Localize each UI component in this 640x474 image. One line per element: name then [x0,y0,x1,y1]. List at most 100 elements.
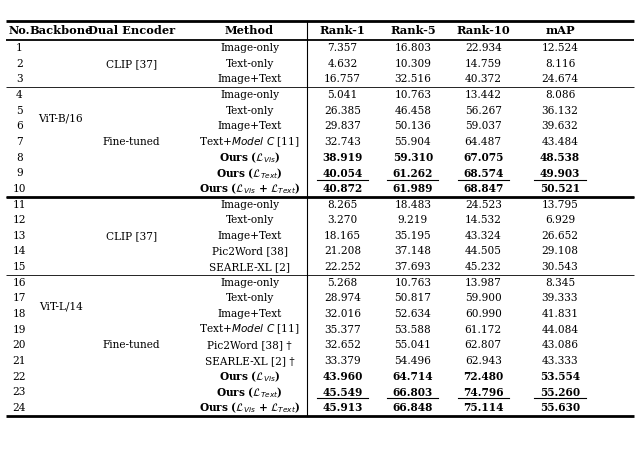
Text: Image-only: Image-only [220,90,279,100]
Text: CLIP [37]: CLIP [37] [106,59,157,69]
Text: 40.054: 40.054 [323,168,362,179]
Text: ViT-L/14: ViT-L/14 [39,301,83,311]
Text: 55.630: 55.630 [540,402,580,413]
Text: 16.803: 16.803 [394,43,431,53]
Text: 61.172: 61.172 [465,325,502,335]
Text: 46.458: 46.458 [394,106,431,116]
Text: 54.496: 54.496 [394,356,431,366]
Text: 60.990: 60.990 [465,309,502,319]
Text: 66.848: 66.848 [392,402,433,413]
Text: 26.652: 26.652 [541,231,579,241]
Text: 18: 18 [12,309,26,319]
Text: Dual Encoder: Dual Encoder [88,25,175,36]
Text: 36.132: 36.132 [541,106,579,116]
Text: Backbone: Backbone [29,25,93,36]
Text: Text-only: Text-only [225,215,274,225]
Text: 7.357: 7.357 [327,43,358,53]
Text: 55.904: 55.904 [394,137,431,147]
Text: 52.634: 52.634 [394,309,431,319]
Text: 43.484: 43.484 [541,137,579,147]
Text: 3: 3 [16,74,22,84]
Text: 32.516: 32.516 [394,74,431,84]
Text: 8.116: 8.116 [545,59,575,69]
Text: 35.377: 35.377 [324,325,361,335]
Text: 10.763: 10.763 [394,278,431,288]
Text: 4: 4 [16,90,22,100]
Text: 43.324: 43.324 [465,231,502,241]
Text: 5.041: 5.041 [327,90,358,100]
Text: Rank-1: Rank-1 [319,25,365,36]
Text: 28.974: 28.974 [324,293,361,303]
Text: Fine-tuned: Fine-tuned [102,137,160,147]
Text: 14: 14 [12,246,26,256]
Text: 75.114: 75.114 [463,402,504,413]
Text: Ours ($\mathcal{L}_{Vis}$): Ours ($\mathcal{L}_{Vis}$) [219,150,280,165]
Text: 13.442: 13.442 [465,90,502,100]
Text: 21.208: 21.208 [324,246,361,256]
Text: 39.333: 39.333 [541,293,579,303]
Text: 53.588: 53.588 [394,325,431,335]
Text: 13.987: 13.987 [465,278,502,288]
Text: Image-only: Image-only [220,43,279,53]
Text: 56.267: 56.267 [465,106,502,116]
Text: 32.743: 32.743 [324,137,361,147]
Text: 22: 22 [12,372,26,382]
Text: No.: No. [8,25,30,36]
Text: Ours ($\mathcal{L}_{Vis}$): Ours ($\mathcal{L}_{Vis}$) [219,369,280,384]
Text: 23: 23 [13,387,26,397]
Text: 45.913: 45.913 [322,402,363,413]
Text: 14.532: 14.532 [465,215,502,225]
Text: Fine-tuned: Fine-tuned [102,340,160,350]
Text: 6.929: 6.929 [545,215,575,225]
Text: Image-only: Image-only [220,278,279,288]
Text: 43.086: 43.086 [541,340,579,350]
Text: 44.505: 44.505 [465,246,502,256]
Text: 16.757: 16.757 [324,74,361,84]
Text: 66.803: 66.803 [393,387,433,398]
Text: 24.523: 24.523 [465,200,502,210]
Text: 61.989: 61.989 [392,183,433,194]
Text: 68.574: 68.574 [463,168,504,179]
Text: 7: 7 [16,137,22,147]
Text: 59.037: 59.037 [465,121,502,131]
Text: 10.763: 10.763 [394,90,431,100]
Text: 20: 20 [12,340,26,350]
Text: 8.265: 8.265 [327,200,358,210]
Text: 39.632: 39.632 [541,121,579,131]
Text: Text+$\mathit{Model\ C}$ [11]: Text+$\mathit{Model\ C}$ [11] [200,323,300,337]
Text: 29.837: 29.837 [324,121,361,131]
Text: 5.268: 5.268 [327,278,358,288]
Text: 59.900: 59.900 [465,293,502,303]
Text: 24.674: 24.674 [541,74,579,84]
Text: 67.075: 67.075 [463,152,504,163]
Text: 45.549: 45.549 [322,387,363,398]
Text: 37.148: 37.148 [394,246,431,256]
Text: 64.714: 64.714 [392,371,433,382]
Text: 50.136: 50.136 [394,121,431,131]
Text: Ours ($\mathcal{L}_{Vis}$ + $\mathcal{L}_{Text}$): Ours ($\mathcal{L}_{Vis}$ + $\mathcal{L}… [199,401,300,415]
Text: 40.372: 40.372 [465,74,502,84]
Text: Ours ($\mathcal{L}_{Vis}$ + $\mathcal{L}_{Text}$): Ours ($\mathcal{L}_{Vis}$ + $\mathcal{L}… [199,182,300,196]
Text: 29.108: 29.108 [541,246,579,256]
Text: 9.219: 9.219 [397,215,428,225]
Text: 4.632: 4.632 [327,59,358,69]
Text: 21: 21 [12,356,26,366]
Text: 9: 9 [16,168,22,178]
Text: Pic2Word [38] †: Pic2Word [38] † [207,340,292,350]
Text: 30.543: 30.543 [541,262,579,272]
Text: Text-only: Text-only [225,106,274,116]
Text: SEARLE-XL [2] †: SEARLE-XL [2] † [205,356,294,366]
Text: 74.796: 74.796 [463,387,504,398]
Text: 5: 5 [16,106,22,116]
Text: Image+Text: Image+Text [218,231,282,241]
Text: 8.345: 8.345 [545,278,575,288]
Text: 18.165: 18.165 [324,231,361,241]
Text: 33.379: 33.379 [324,356,361,366]
Text: Ours ($\mathcal{L}_{Text}$): Ours ($\mathcal{L}_{Text}$) [216,385,283,400]
Text: 38.919: 38.919 [322,152,363,163]
Text: Rank-5: Rank-5 [390,25,436,36]
Text: Pic2Word [38]: Pic2Word [38] [212,246,287,256]
Text: 32.652: 32.652 [324,340,361,350]
Text: 3.270: 3.270 [327,215,358,225]
Text: 53.554: 53.554 [540,371,580,382]
